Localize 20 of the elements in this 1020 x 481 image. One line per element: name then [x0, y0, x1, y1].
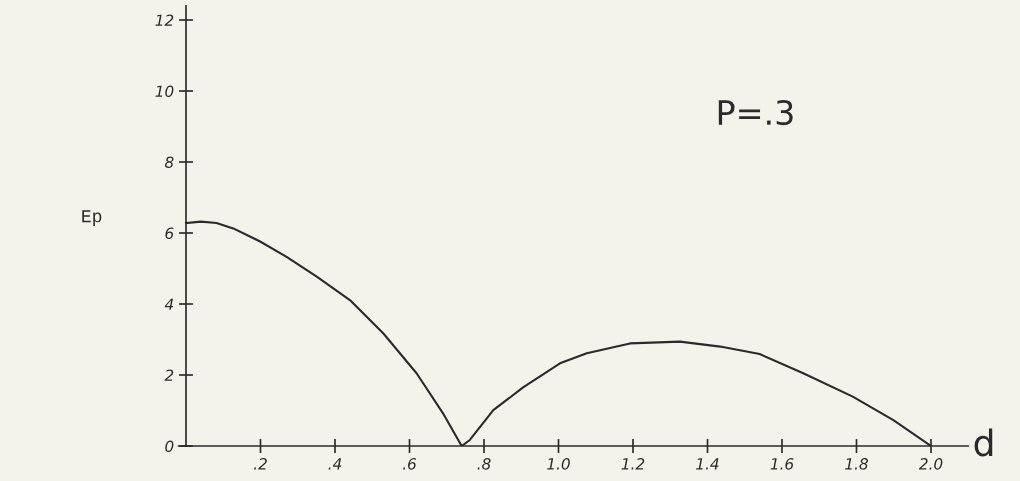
x-tick-label: 1.2	[621, 458, 645, 470]
y-tick-label: 10	[155, 85, 174, 98]
x-tick-label: .4	[328, 458, 342, 470]
x-tick-label: .8	[477, 458, 491, 470]
y-tick-label: 2	[164, 369, 174, 381]
y-tick-label: 4	[164, 298, 174, 310]
x-tick-label: 2.0	[918, 458, 943, 470]
y-tick-label: 8	[164, 156, 174, 169]
x-axis-title: d	[974, 428, 993, 457]
y-tick-label: 12	[155, 14, 174, 26]
y-tick-label: 6	[165, 227, 174, 240]
x-tick-label: 1.0	[547, 458, 570, 470]
y-axis-title: Ep	[82, 210, 102, 226]
x-tick-label: .2	[254, 458, 267, 470]
x-tick-label: 1.4	[696, 458, 719, 470]
x-tick-label: 1.8	[845, 458, 868, 470]
y-tick-label: 0	[165, 440, 174, 453]
x-tick-label: 1.6	[770, 458, 794, 470]
annotation: P=.3	[718, 99, 793, 126]
x-tick-label: .6	[403, 458, 417, 470]
